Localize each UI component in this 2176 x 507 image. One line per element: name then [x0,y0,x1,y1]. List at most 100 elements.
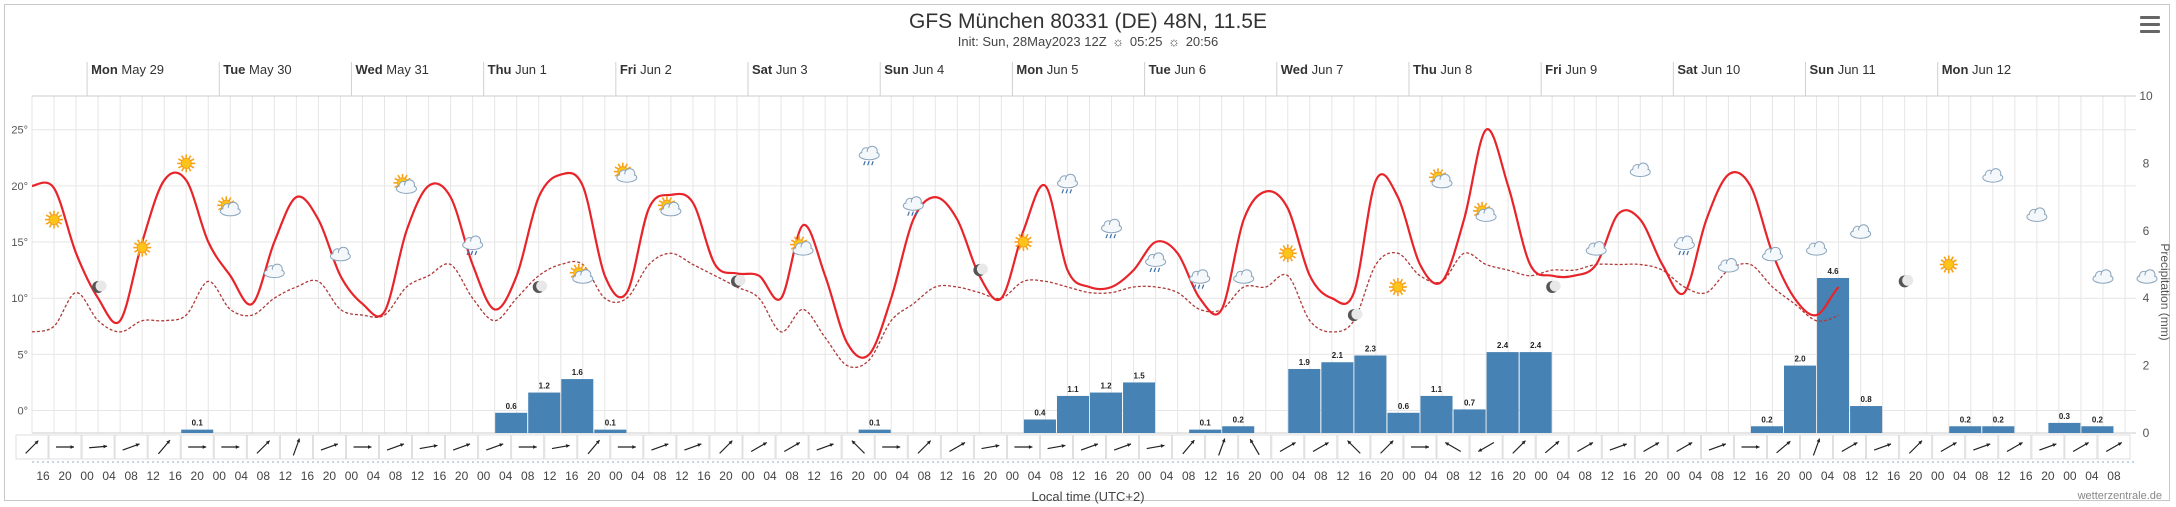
day-label: Mon Jun 5 [1016,62,1078,77]
precip-label: 0.2 [1993,415,2005,424]
rain-drop [1109,233,1113,239]
sun-ray [48,223,53,228]
sun-ray [573,264,577,269]
sun-ray [137,239,141,244]
precip-bar [1387,412,1420,433]
hamburger-menu-icon[interactable] [2140,16,2160,34]
hour-label: 00 [1667,469,1681,483]
wind-head [1986,443,1991,447]
hour-label: 12 [279,469,293,483]
y-right-tick-label: 6 [2143,224,2150,238]
wind-arrow [1238,434,1272,460]
cloud-fill [661,207,680,215]
wind-arrow [841,434,875,460]
precip-label: 2.3 [1365,344,1377,353]
sun-ray [218,207,223,211]
rain-drop [907,211,910,216]
precip-label: 2.4 [1530,341,1542,350]
rain-drop [1153,267,1157,273]
cloud-sun-icon [217,196,241,217]
precip-label: 2.4 [1497,341,1509,350]
precip-label: 0.3 [2059,412,2071,421]
wind-arrow [1073,434,1106,460]
hour-label: 12 [1204,469,1218,483]
wind-head [926,440,931,445]
precip-bar [1288,368,1321,433]
wind-arrow [147,434,181,460]
sun-ray [181,155,185,160]
cloud-icon [1762,246,1783,262]
day-label: Wed May 31 [355,62,428,77]
hour-label: 00 [477,469,491,483]
hour-label: 20 [984,469,998,483]
precip-bar [1056,395,1090,433]
cloud-fill [1719,264,1738,271]
wind-arrow [676,434,710,460]
precip-bar [1817,277,1850,433]
wind-head [1816,438,1821,443]
y-axis-right-title: Precipitation (mm) [2158,243,2172,340]
precip-label: 1.1 [1067,385,1079,394]
sun-ray [658,207,663,211]
hour-label: 16 [1094,469,1108,483]
sun-ray [1950,256,1954,261]
wind-head [1655,442,1660,446]
sun-ray [614,173,619,177]
rain-drop [867,160,870,166]
y-left-tick-label: 20° [11,181,28,193]
y-axis-left: 0° 5° 10° 15° 20° 25° [11,125,28,418]
sun-ray [178,158,183,162]
hour-label: 20 [323,469,337,483]
wind-head [632,445,636,449]
precip-bar [2048,422,2081,433]
wind-arrow [709,434,743,460]
precip-label: 0.1 [192,419,204,428]
wind-arrow [445,434,479,460]
wind-arrow [1370,434,1404,460]
precip-bar [1222,426,1255,433]
sun-ray [1015,236,1020,241]
sun-disc [1943,259,1955,270]
y-right-tick-label: 10 [2139,89,2153,103]
cloud-fill [904,202,923,210]
rain-drop [1069,189,1073,194]
hour-label: 08 [918,469,932,483]
hour-label: 00 [609,469,623,483]
cloud-rain-icon [902,196,924,216]
cloud-icon [1850,224,1872,239]
sun-icon [177,154,196,173]
wind-head [1250,439,1254,444]
wind-arrow [1932,434,1966,460]
wind-head [533,445,537,449]
hour-label: 04 [235,469,249,483]
cloud-sun-icon [1429,168,1453,189]
wind-arrow [2064,434,2098,460]
wind-head [202,445,207,449]
wind-arrow [1767,434,1800,460]
cloud-fill [1763,252,1782,260]
sun-ray [188,167,192,172]
hour-label: 12 [807,469,821,483]
precip-label: 2.1 [1332,351,1344,360]
cloud-fill [794,247,813,255]
wind-arrow [775,434,809,460]
wind-arrow [1205,434,1239,460]
cloud-icon [2026,207,2048,222]
precip-label: 1.9 [1299,358,1311,367]
sun-ray [1943,268,1947,273]
y-right-tick-label: 2 [2143,359,2150,373]
precip-bar [1123,382,1156,433]
y-left-tick-label: 15° [11,237,28,249]
hour-label: 16 [1226,469,1240,483]
sun-ray [1018,233,1022,239]
hour-label: 08 [1579,469,1593,483]
hour-label: 12 [940,469,954,483]
precip-label: 2.0 [1794,355,1806,364]
wind-arrow [1734,434,1767,460]
hour-label: 00 [345,469,359,483]
hour-label: 08 [1843,469,1857,483]
sun-ray [1025,245,1029,251]
sun-ray [55,211,60,216]
wind-head [1555,441,1560,445]
sun-ray [1389,281,1394,286]
